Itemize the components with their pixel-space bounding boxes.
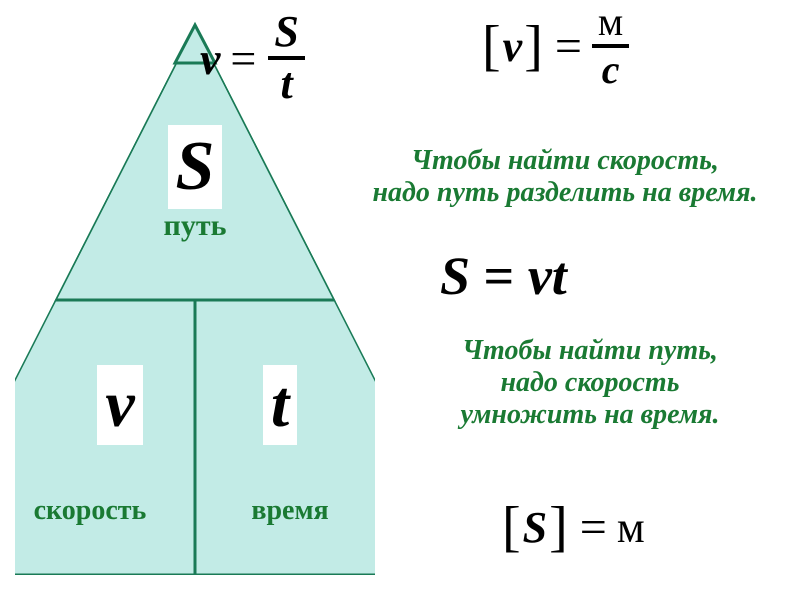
formula-distance-v: v (528, 246, 552, 306)
bracket-right: ] (549, 495, 568, 559)
bracket-left: [ (482, 14, 501, 78)
triangle-symbol-t: t (263, 365, 297, 445)
equals-sign: = (230, 32, 256, 85)
equals-sign: = (580, 500, 607, 555)
mnemonic-triangle: S путь v скорость t время (15, 0, 375, 600)
rule-velocity-line2: надо путь разделить на время. (372, 177, 757, 208)
triangle-top-cell: S путь (135, 125, 255, 243)
triangle-left-cell: v скорость (50, 365, 190, 477)
formula-distance-s: S (440, 246, 470, 306)
formula-distance-t: t (552, 246, 567, 306)
rule-distance-line2: надо скорость (501, 367, 680, 398)
rule-distance-line3: умножить на время. (461, 399, 720, 430)
equals-sign: = (555, 19, 582, 74)
units-distance: [ S ] = м (500, 495, 645, 559)
formula-distance: S = vt (440, 245, 567, 307)
units-distance-unit: м (617, 502, 645, 553)
formula-velocity: v = S t (200, 10, 305, 106)
formula-velocity-numerator: S (268, 10, 304, 54)
rule-velocity-line1: Чтобы найти скорость, (411, 145, 719, 176)
fraction: м с (592, 2, 629, 90)
rule-velocity-text: Чтобы найти скорость, надо путь разделит… (330, 145, 800, 209)
triangle-symbol-s: S (168, 125, 223, 209)
units-velocity-denominator: с (592, 50, 629, 90)
formula-velocity-denominator: t (268, 62, 304, 106)
rule-distance-line1: Чтобы найти путь, (462, 335, 718, 366)
triangle-label-speed: скорость (34, 495, 147, 526)
triangle-symbol-v: v (97, 365, 142, 445)
triangle-label-path: путь (164, 209, 227, 242)
rule-distance-text: Чтобы найти путь, надо скорость умножить… (400, 335, 780, 431)
triangle-right-cell: t время (210, 365, 350, 477)
bracket-left: [ (502, 495, 521, 559)
equals-sign: = (484, 246, 528, 306)
units-velocity: [ v ] = м с (480, 2, 629, 90)
units-distance-quantity: S (523, 502, 547, 553)
units-velocity-quantity: v (503, 21, 523, 72)
formula-velocity-lhs: v (200, 32, 220, 85)
fraction: S t (268, 10, 304, 106)
bracket-right: ] (524, 14, 543, 78)
units-velocity-numerator: м (592, 2, 629, 42)
triangle-label-time: время (251, 495, 328, 526)
